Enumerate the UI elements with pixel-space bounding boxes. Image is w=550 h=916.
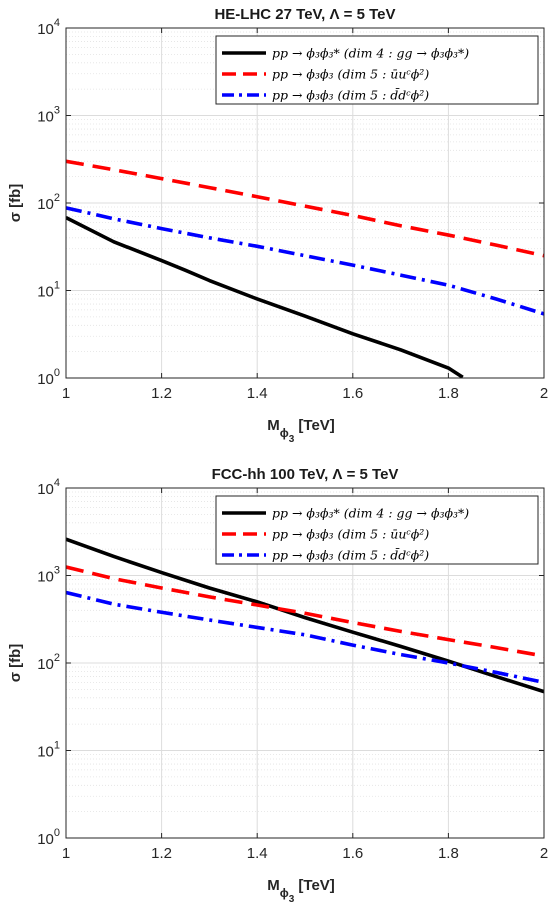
x-tick-label: 1.4 [247, 385, 268, 402]
y-tick-label: 100 [37, 367, 60, 388]
y-tick-label: 104 [37, 17, 60, 38]
x-tick-label: 1 [62, 385, 70, 402]
series-line-2 [66, 565, 544, 658]
legend-label-1: pp → ϕ₃ϕ₃* (dim 4 : gg → ϕ₃ϕ₃*) [272, 46, 469, 61]
legend: pp → ϕ₃ϕ₃* (dim 4 : gg → ϕ₃ϕ₃*) pp → ϕ₃ϕ₃… [215, 495, 539, 565]
y-tick-label: 102 [37, 192, 60, 213]
chart-title: HE-LHC 27 TeV, Λ = 5 TeV [214, 6, 395, 23]
series-line-1 [66, 216, 464, 378]
y-tick-label: 103 [37, 565, 60, 586]
x-axis-label: Mϕ3 [TeV] [267, 877, 335, 905]
legend-label-1: pp → ϕ₃ϕ₃* (dim 4 : gg → ϕ₃ϕ₃*) [272, 506, 469, 521]
x-tick-label: 1 [62, 845, 70, 862]
series-line-3 [66, 590, 544, 685]
series-group [66, 537, 544, 694]
y-axis-label: σ [fb] [7, 644, 24, 683]
chart-panel-2: 1 1.2 1.4 1.6 1.8 2 100 101 102 103 104 FCC-hh 100 … [7, 466, 548, 905]
x-tick-label: 1.8 [438, 385, 459, 402]
legend: pp → ϕ₃ϕ₃* (dim 4 : gg → ϕ₃ϕ₃*) pp → ϕ₃ϕ₃… [215, 35, 539, 105]
x-tick-label: 1.4 [247, 845, 268, 862]
x-tick-label: 2 [540, 385, 548, 402]
legend-label-2: pp → ϕ₃ϕ₃ (dim 5 : ūuᶜϕ²) [272, 527, 429, 542]
chart-panel-1: 1 1.2 1.4 1.6 1.8 2 100 101 102 103 104 HE-LHC 27 T… [7, 6, 548, 445]
legend-label-3: pp → ϕ₃ϕ₃ (dim 5 : d̄dᶜϕ²) [272, 547, 429, 563]
y-tick-label: 104 [37, 477, 60, 498]
series-group [66, 159, 544, 378]
y-tick-label: 100 [37, 827, 60, 848]
legend-label-2: pp → ϕ₃ϕ₃ (dim 5 : ūuᶜϕ²) [272, 67, 429, 82]
y-tick-label: 102 [37, 652, 60, 673]
legend-box [215, 495, 539, 565]
series-line-2 [66, 159, 544, 258]
series-line-3 [66, 206, 544, 316]
legend-label-3: pp → ϕ₃ϕ₃ (dim 5 : d̄dᶜϕ²) [272, 87, 429, 103]
chart-title: FCC-hh 100 TeV, Λ = 5 TeV [212, 466, 399, 483]
x-tick-label: 1.6 [342, 845, 363, 862]
x-tick-label: 1.2 [151, 385, 172, 402]
x-tick-label: 2 [540, 845, 548, 862]
x-tick-label: 1.8 [438, 845, 459, 862]
x-tick-label: 1.6 [342, 385, 363, 402]
y-tick-label: 101 [37, 280, 60, 301]
y-tick-label: 101 [37, 740, 60, 761]
x-tick-label: 1.2 [151, 845, 172, 862]
y-axis-label: σ [fb] [7, 184, 24, 223]
legend-box [215, 35, 539, 105]
y-tick-label: 103 [37, 105, 60, 126]
x-axis-label: Mϕ3 [TeV] [267, 417, 335, 445]
